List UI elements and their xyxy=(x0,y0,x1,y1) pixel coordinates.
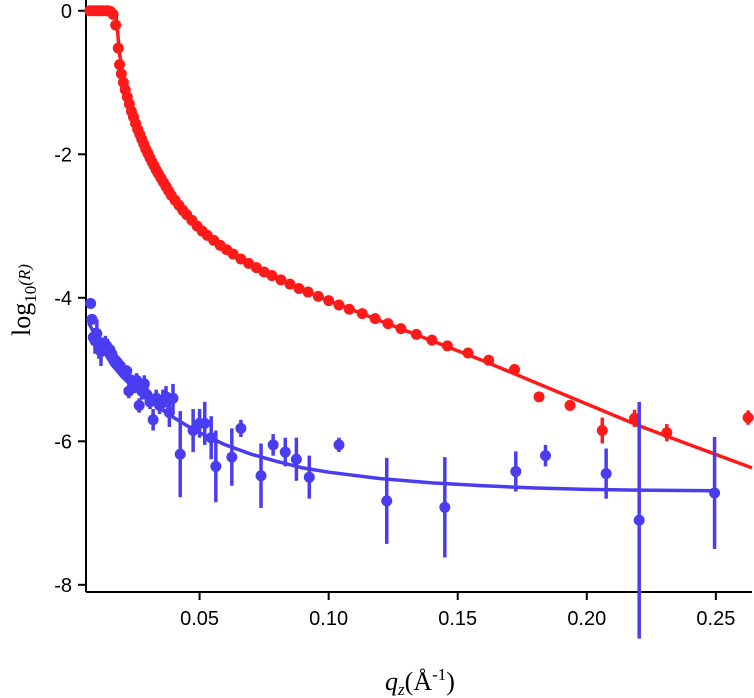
x-tick-label: 0.25 xyxy=(696,608,735,630)
x-tick-label: 0.10 xyxy=(309,608,348,630)
data-point xyxy=(395,323,407,335)
y-axis-label: log10(R) xyxy=(7,264,40,336)
data-point xyxy=(133,399,145,411)
data-point xyxy=(382,318,394,330)
y-ticks: 0 -2 -4 -6 -8 xyxy=(54,1,86,597)
y-tick-label: -2 xyxy=(54,144,72,166)
x-tick-label: 0.15 xyxy=(438,608,477,630)
x-axis-label-close: ) xyxy=(446,667,455,696)
axes xyxy=(85,0,752,593)
data-point xyxy=(290,453,302,465)
y-tick-label: -6 xyxy=(54,431,72,453)
data-point xyxy=(381,495,393,507)
data-point xyxy=(110,19,122,31)
data-point xyxy=(112,42,124,54)
y-tick-label: -4 xyxy=(54,288,72,310)
data-point xyxy=(742,412,754,424)
data-point xyxy=(226,451,238,463)
data-point xyxy=(510,465,522,477)
data-point xyxy=(284,278,296,290)
series-1 xyxy=(85,298,721,639)
data-point xyxy=(600,468,612,480)
data-point xyxy=(709,487,721,499)
x-axis-label-main: q xyxy=(385,667,398,696)
y-tick-label: 0 xyxy=(61,1,72,23)
data-point xyxy=(633,514,645,526)
data-point xyxy=(147,414,159,426)
data-point xyxy=(426,334,438,346)
data-point xyxy=(235,422,247,434)
x-axis-label-paren: (Å xyxy=(405,667,433,696)
data-point xyxy=(629,412,641,424)
data-point xyxy=(255,470,267,482)
data-point xyxy=(107,8,119,20)
series-0 xyxy=(84,5,754,470)
data-point xyxy=(533,391,545,403)
data-point xyxy=(279,446,291,458)
data-point xyxy=(86,313,98,325)
data-point xyxy=(174,448,186,460)
data-point xyxy=(343,303,355,315)
data-point xyxy=(462,347,474,359)
data-point xyxy=(121,365,133,377)
x-axis-label-sup: -1 xyxy=(432,665,446,684)
data-point xyxy=(91,328,103,340)
x-tick-label: 0.05 xyxy=(180,608,219,630)
data-point xyxy=(210,460,222,472)
data-point xyxy=(369,313,381,325)
y-axis-label-main: log xyxy=(7,303,36,336)
data-point xyxy=(114,59,126,71)
data-point xyxy=(205,432,217,444)
x-tick-label: 0.20 xyxy=(567,608,606,630)
data-point xyxy=(85,298,97,310)
data-point xyxy=(596,425,608,437)
data-point xyxy=(312,290,324,302)
series-layer xyxy=(84,5,754,639)
data-point xyxy=(441,340,453,352)
data-point xyxy=(267,439,279,451)
data-point xyxy=(302,286,314,298)
data-point xyxy=(661,427,673,439)
data-point xyxy=(275,274,287,286)
x-axis-label: qz(Å-1) xyxy=(385,665,455,698)
data-point xyxy=(439,501,451,513)
data-point xyxy=(410,328,422,340)
y-axis-label-sub: 10 xyxy=(21,286,40,303)
data-point xyxy=(293,282,305,294)
y-tick-label: -8 xyxy=(54,575,72,597)
x-ticks: 0.05 0.10 0.15 0.20 0.25 xyxy=(180,592,735,630)
data-point xyxy=(539,450,551,462)
fit-line xyxy=(87,322,716,493)
data-point xyxy=(303,471,315,483)
data-point xyxy=(333,299,345,311)
data-point xyxy=(266,270,278,282)
data-point xyxy=(483,354,495,366)
data-point xyxy=(187,425,199,437)
data-point xyxy=(509,364,521,376)
data-point xyxy=(199,417,211,429)
data-point xyxy=(564,399,576,411)
data-point xyxy=(167,392,179,404)
x-axis-label-sub: z xyxy=(397,680,405,698)
data-point xyxy=(323,295,335,307)
data-point xyxy=(356,308,368,320)
y-axis-label-paren: (R) xyxy=(15,264,34,286)
data-point xyxy=(333,439,345,451)
data-point xyxy=(115,68,127,80)
